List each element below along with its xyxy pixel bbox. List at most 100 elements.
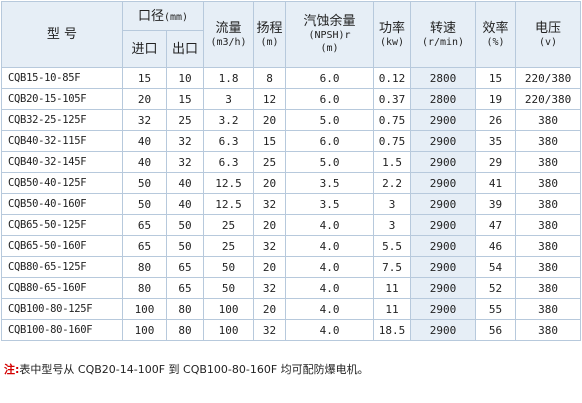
footnote-mark: 注: — [4, 363, 20, 376]
cell-speed: 2900 — [410, 109, 477, 131]
cell-efficiency: 15 — [475, 67, 517, 89]
cell-speed: 2900 — [410, 319, 477, 341]
cell-inlet: 32 — [122, 109, 167, 131]
header-npsh-unit2: (m) — [320, 43, 339, 54]
table-body: CQB15-10-85F 15 10 1.8 8 6.0 0.12 2800 15 220/380… — [1, 67, 582, 341]
cell-power: 2.2 — [373, 172, 412, 194]
cell-outlet: 40 — [165, 172, 205, 194]
cell-flow: 1.8 — [203, 67, 255, 89]
cell-flow: 25 — [203, 214, 255, 236]
cell-model: CQB50-40-125F — [1, 172, 123, 194]
cell-speed: 2800 — [410, 88, 477, 110]
header-voltage: 电压 (v) — [515, 1, 582, 68]
cell-flow: 25 — [203, 235, 255, 257]
cell-voltage: 380 — [515, 172, 582, 194]
cell-speed: 2900 — [410, 130, 477, 152]
cell-head: 20 — [253, 109, 287, 131]
cell-outlet: 50 — [165, 235, 205, 257]
cell-npsh: 4.0 — [285, 235, 375, 257]
table-row: CQB32-25-125F 32 25 3.2 20 5.0 0.75 2900 26 380 — [1, 109, 582, 131]
table-row: CQB40-32-115F 40 32 6.3 15 6.0 0.75 2900 35 380 — [1, 130, 582, 152]
header-npsh-label: 汽蚀余量 — [303, 14, 356, 29]
cell-head: 20 — [253, 298, 287, 320]
cell-voltage: 380 — [515, 298, 582, 320]
table-row: CQB15-10-85F 15 10 1.8 8 6.0 0.12 2800 15 220/380 — [1, 67, 582, 89]
cell-efficiency: 46 — [475, 235, 517, 257]
cell-head: 32 — [253, 277, 287, 299]
cell-voltage: 220/380 — [515, 67, 582, 89]
cell-npsh: 6.0 — [285, 88, 375, 110]
cell-outlet: 65 — [165, 277, 205, 299]
cell-speed: 2900 — [410, 172, 477, 194]
header-flow-label: 流量 — [215, 20, 242, 36]
header-diameter: 口径(mm) — [121, 1, 205, 31]
cell-outlet: 10 — [165, 67, 205, 89]
cell-speed: 2900 — [410, 298, 477, 320]
cell-npsh: 4.0 — [285, 298, 375, 320]
cell-efficiency: 55 — [475, 298, 517, 320]
cell-model: CQB32-25-125F — [1, 109, 123, 131]
header-speed-label: 转速 — [430, 20, 457, 36]
cell-npsh: 4.0 — [285, 214, 375, 236]
header-power-label: 功率 — [379, 20, 406, 36]
header-efficiency-unit: (%) — [486, 36, 505, 48]
cell-inlet: 65 — [122, 214, 167, 236]
cell-inlet: 40 — [122, 151, 167, 173]
cell-npsh: 4.0 — [285, 256, 375, 278]
cell-flow: 12.5 — [203, 172, 255, 194]
cell-model: CQB20-15-105F — [1, 88, 123, 110]
cell-efficiency: 29 — [475, 151, 517, 173]
cell-outlet: 80 — [165, 298, 205, 320]
table-row: CQB100-80-160F 100 80 100 32 4.0 18.5 2900 56 380 — [1, 319, 582, 341]
cell-npsh: 5.0 — [285, 151, 375, 173]
cell-efficiency: 41 — [475, 172, 517, 194]
cell-head: 8 — [253, 67, 287, 89]
cell-speed: 2900 — [410, 214, 477, 236]
cell-model: CQB100-80-125F — [1, 298, 123, 320]
header-speed: 转速 (r/min) — [410, 1, 477, 68]
table-row: CQB20-15-105F 20 15 3 12 6.0 0.37 2800 19 220/380 — [1, 88, 582, 110]
cell-efficiency: 35 — [475, 130, 517, 152]
table-row: CQB100-80-125F 100 80 100 20 4.0 11 2900 55 380 — [1, 298, 582, 320]
cell-model: CQB40-32-115F — [1, 130, 123, 152]
cell-voltage: 380 — [515, 256, 582, 278]
cell-efficiency: 39 — [475, 193, 517, 215]
cell-head: 20 — [253, 256, 287, 278]
cell-model: CQB80-65-160F — [1, 277, 123, 299]
cell-model: CQB65-50-160F — [1, 235, 123, 257]
cell-npsh: 3.5 — [285, 193, 375, 215]
cell-voltage: 380 — [515, 130, 582, 152]
header-speed-unit: (r/min) — [421, 36, 465, 48]
header-head: 扬程 (m) — [253, 1, 287, 68]
header-npsh-unit: (NPSH)r — [308, 30, 351, 41]
header-voltage-unit: (v) — [538, 36, 558, 48]
cell-power: 3 — [373, 193, 412, 215]
cell-inlet: 80 — [122, 256, 167, 278]
header-flow: 流量 (m3/h) — [203, 1, 255, 68]
cell-inlet: 50 — [122, 193, 167, 215]
cell-outlet: 65 — [165, 256, 205, 278]
cell-flow: 3.2 — [203, 109, 255, 131]
cell-efficiency: 56 — [475, 319, 517, 341]
cell-outlet: 40 — [165, 193, 205, 215]
cell-head: 32 — [253, 319, 287, 341]
header-inlet: 进口 — [122, 30, 167, 68]
cell-head: 15 — [253, 130, 287, 152]
cell-flow: 100 — [203, 319, 255, 341]
cell-inlet: 50 — [122, 172, 167, 194]
cell-efficiency: 47 — [475, 214, 517, 236]
header-row-1: 型 号 口径(mm) 流量 (m3/h) 扬程 (m) 汽蚀余量 (NPSH)r (m)… — [1, 1, 582, 68]
cell-outlet: 32 — [165, 130, 205, 152]
header-diameter-unit: (mm) — [163, 11, 189, 23]
cell-head: 32 — [253, 235, 287, 257]
cell-npsh: 6.0 — [285, 67, 375, 89]
cell-power: 1.5 — [373, 151, 412, 173]
cell-flow: 6.3 — [203, 151, 255, 173]
cell-flow: 50 — [203, 277, 255, 299]
cell-power: 7.5 — [373, 256, 412, 278]
cell-efficiency: 52 — [475, 277, 517, 299]
cell-outlet: 15 — [165, 88, 205, 110]
table-row: CQB50-40-160F 50 40 12.5 32 3.5 3 2900 39 380 — [1, 193, 582, 215]
cell-power: 0.12 — [373, 67, 412, 89]
cell-power: 18.5 — [373, 319, 412, 341]
